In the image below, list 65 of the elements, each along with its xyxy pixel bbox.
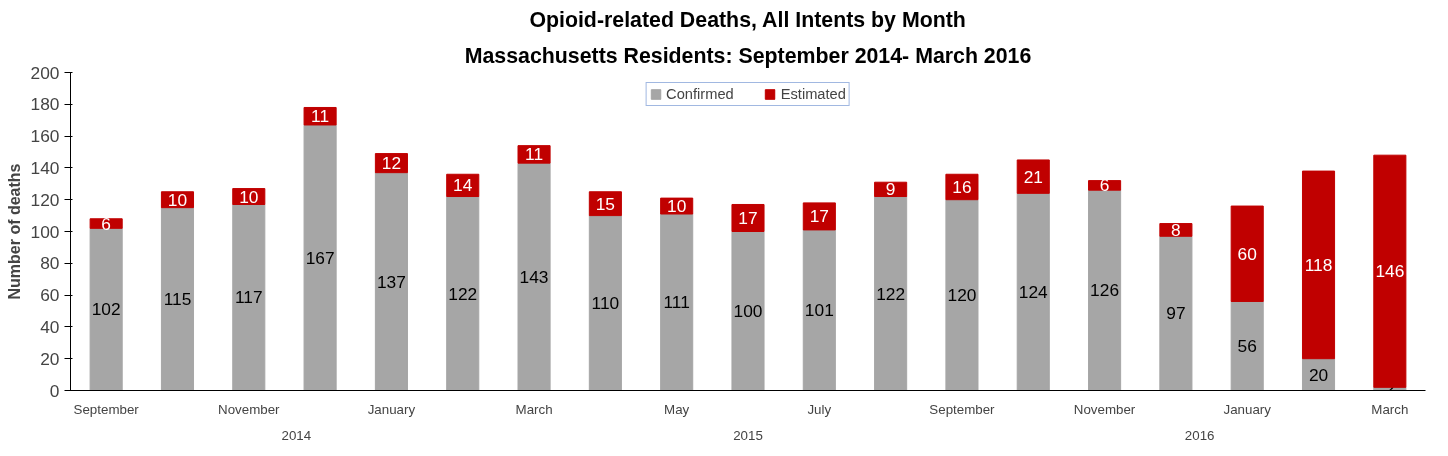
- data-label: 143: [519, 266, 549, 287]
- data-label: 120: [947, 285, 977, 306]
- x-tick-label: September: [929, 401, 996, 417]
- chart-title: Opioid-related Deaths, All Intents by Month: [529, 7, 966, 32]
- y-tick-label: 60: [40, 285, 60, 306]
- data-label: 11: [311, 106, 330, 127]
- y-tick-label: 180: [30, 94, 60, 115]
- x-tick-label: March: [1371, 401, 1409, 417]
- legend-label: Estimated: [780, 86, 846, 102]
- y-tick-label: 80: [40, 253, 60, 274]
- data-label: 60: [1237, 243, 1257, 264]
- data-label: 100: [733, 301, 763, 321]
- y-tick-label: 120: [30, 189, 60, 210]
- data-label: 11: [525, 144, 544, 165]
- data-label: 15: [595, 193, 616, 214]
- y-tick-label: 20: [40, 348, 60, 369]
- data-label: 115: [163, 289, 192, 310]
- data-label: 10: [239, 186, 259, 207]
- data-label: 10: [167, 189, 188, 210]
- data-label: 10: [667, 196, 687, 217]
- data-label: 97: [1166, 303, 1186, 324]
- data-label: 146: [1375, 261, 1405, 282]
- y-tick-label: 200: [30, 62, 60, 83]
- y-tick-label: 0: [49, 380, 60, 401]
- x-tick-label: January: [367, 401, 416, 417]
- chart-subtitle: Massachusetts Residents: September 2014- March 2016: [464, 43, 1032, 68]
- data-label: 8: [1171, 219, 1181, 240]
- data-label: 118: [1304, 254, 1333, 275]
- data-label: 17: [738, 207, 758, 228]
- x-tick-label: January: [1223, 401, 1272, 417]
- data-label: 126: [1090, 280, 1120, 301]
- data-label: 17: [809, 206, 829, 227]
- data-label: 14: [453, 175, 473, 196]
- y-tick-label: 160: [30, 126, 60, 147]
- data-label: 122: [876, 283, 906, 304]
- data-label: 102: [91, 299, 121, 320]
- data-label: 101: [804, 300, 834, 321]
- data-label: 167: [305, 247, 335, 268]
- data-label: 20: [1308, 364, 1329, 385]
- data-label: 124: [1018, 281, 1049, 302]
- x-tick-label: July: [807, 401, 832, 417]
- data-label: 117: [234, 287, 263, 308]
- legend-label: Confirmed: [666, 86, 734, 102]
- data-label: 122: [448, 283, 478, 304]
- text: 2016: [1184, 427, 1215, 443]
- text: 2015: [733, 427, 763, 443]
- y-tick-label: 140: [30, 157, 60, 178]
- data-label: 137: [376, 271, 406, 292]
- y-axis-title: Number of deaths: [5, 163, 23, 300]
- x-tick-label: March: [515, 401, 553, 417]
- data-label: 21: [1023, 166, 1043, 187]
- y-tick-label: 100: [30, 221, 60, 242]
- data-label: 6: [101, 213, 111, 234]
- data-label: 12: [381, 153, 402, 174]
- data-label: 111: [663, 292, 690, 313]
- data-label: 9: [885, 179, 896, 200]
- data-label: 16: [952, 176, 972, 197]
- x-tick-label: November: [1073, 401, 1136, 417]
- x-tick-label: May: [664, 401, 690, 417]
- x-tick-label: November: [218, 401, 281, 417]
- data-label: 110: [591, 293, 620, 314]
- x-tick-label: September: [73, 401, 140, 417]
- y-tick-label: 40: [40, 316, 60, 337]
- data-label: 56: [1237, 335, 1257, 356]
- text: 2014: [281, 427, 312, 443]
